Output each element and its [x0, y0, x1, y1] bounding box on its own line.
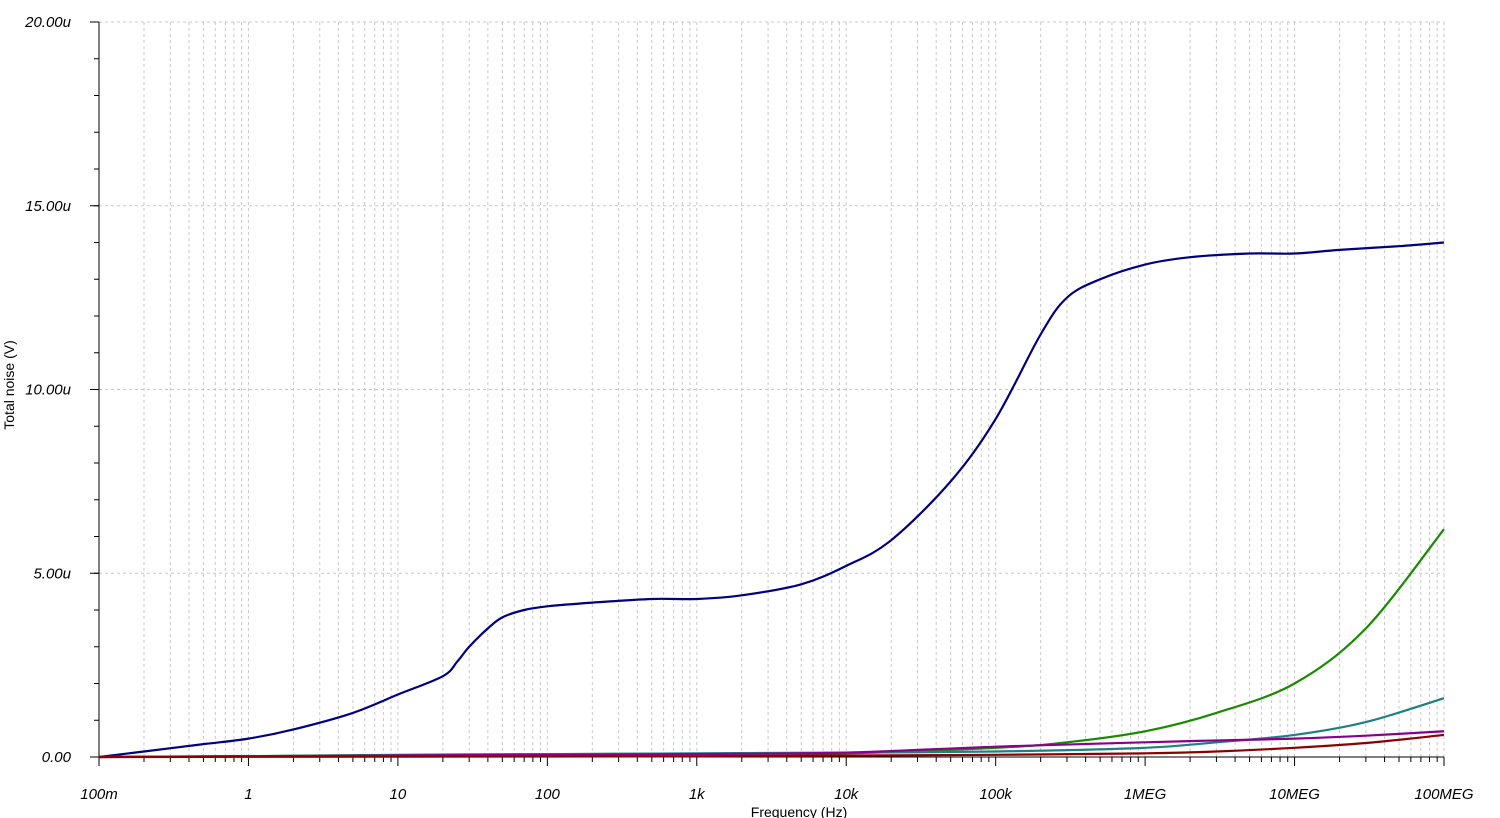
series-line [98, 733, 1445, 759]
x-tick-label: 10k [834, 786, 860, 803]
x-tick-label: 100MEG [1414, 786, 1474, 803]
series-line [98, 528, 1445, 759]
y-tick-label: 20.00u [24, 14, 72, 31]
x-tick-label: 100m [80, 786, 118, 803]
y-axis-title: Total noise (V) [1, 340, 17, 429]
y-tick-label: 0.00 [42, 749, 72, 766]
x-tick-label: 1MEG [1124, 786, 1167, 803]
grid-lines [99, 21, 1445, 757]
x-axis-title: Frequency (Hz) [751, 804, 847, 818]
y-tick-label: 15.00u [25, 198, 72, 215]
series-line [98, 241, 1445, 759]
ticks [90, 21, 1445, 766]
y-tick-label: 10.00u [25, 382, 72, 399]
x-tick-label: 1 [244, 786, 252, 803]
x-tick-label: 10 [390, 786, 407, 803]
x-tick-label: 100k [979, 786, 1013, 803]
y-tick-label: 5.00u [33, 565, 71, 582]
series-lines [98, 241, 1445, 759]
x-tick-label: 10MEG [1269, 786, 1320, 803]
tick-labels: 100m 1 10 100 1k 10k 100k 1MEG 10MEG 100MEG 0.00 5.… [24, 14, 1474, 803]
series-line [98, 730, 1445, 759]
x-tick-label: 1k [689, 786, 706, 803]
x-tick-label: 100 [535, 786, 561, 803]
